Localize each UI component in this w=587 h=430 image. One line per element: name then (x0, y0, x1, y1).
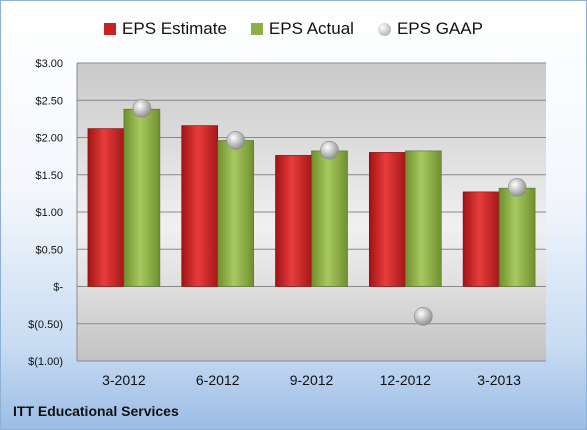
y-tick-label: $2.50 (35, 95, 63, 107)
bar-eps-estimate (87, 128, 125, 287)
y-tick-label: $(1.00) (28, 356, 63, 368)
x-tick-label: 6-2012 (196, 372, 240, 388)
bar-eps-estimate (462, 191, 500, 287)
legend: EPS Estimate EPS Actual EPS GAAP (1, 19, 586, 39)
legend-item-actual: EPS Actual (250, 19, 354, 39)
legend-item-estimate: EPS Estimate (104, 19, 227, 39)
legend-swatch-estimate (104, 23, 117, 35)
legend-swatch-actual (250, 23, 263, 35)
bar-eps-estimate (275, 155, 312, 287)
y-tick-label: $1.00 (35, 207, 63, 219)
legend-label-estimate: EPS Estimate (122, 19, 227, 38)
y-tick-label: $1.50 (35, 170, 63, 182)
x-tick-label: 12-2012 (380, 372, 432, 388)
point-eps-gaap (226, 131, 245, 150)
point-eps-gaap (132, 99, 152, 118)
point-eps-gaap (507, 178, 527, 197)
legend-label-actual: EPS Actual (268, 19, 354, 38)
bar-eps-estimate (181, 125, 218, 287)
legend-item-gaap: EPS GAAP (377, 19, 483, 39)
company-name: ITT Educational Services (13, 403, 179, 419)
x-tick-label: 3-2012 (102, 372, 146, 388)
y-tick-label: $(0.50) (28, 319, 63, 331)
x-tick-label: 9-2012 (290, 372, 334, 388)
y-tick-label: $- (53, 282, 63, 294)
bar-eps-actual (217, 140, 254, 287)
x-tick-label: 3-2013 (477, 372, 521, 388)
y-tick-label: $2.00 (35, 133, 63, 145)
y-tick-label: $0.50 (35, 244, 63, 256)
legend-label-gaap: EPS GAAP (396, 19, 483, 38)
bar-eps-actual (123, 108, 161, 287)
bar-eps-actual (404, 150, 442, 287)
bar-eps-actual (311, 150, 348, 287)
bar-eps-estimate (368, 152, 406, 287)
bar-eps-actual (498, 187, 536, 287)
point-eps-gaap (320, 140, 339, 160)
legend-swatch-gaap (377, 22, 391, 36)
point-eps-gaap (413, 306, 433, 326)
y-tick-label: $3.00 (35, 58, 63, 70)
